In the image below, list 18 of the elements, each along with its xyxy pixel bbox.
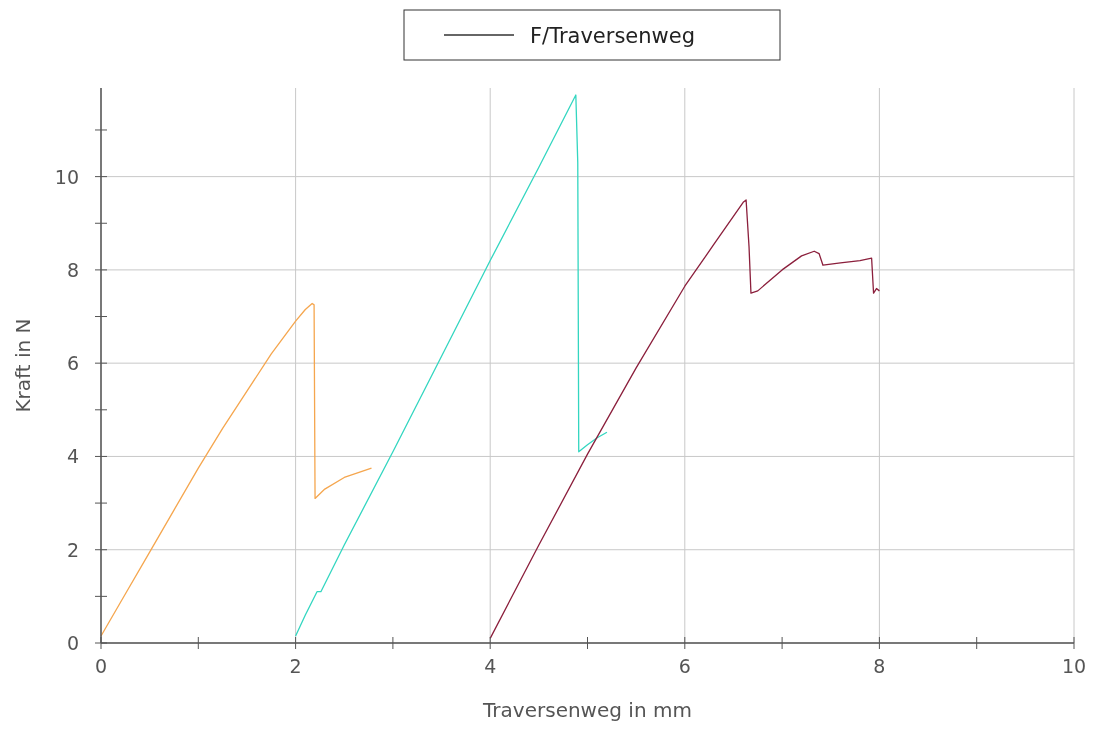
x-axis-title: Traversenweg in mm bbox=[482, 698, 692, 722]
y-tick-label: 6 bbox=[66, 352, 79, 375]
y-axis-title: Kraft in N bbox=[11, 318, 35, 413]
line-series bbox=[294, 94, 608, 637]
legend-title: F/Traversenweg bbox=[530, 24, 695, 48]
x-tick-label: 0 bbox=[94, 655, 108, 677]
x-tick-label: 10 bbox=[1061, 655, 1087, 677]
x-tick-label: 2 bbox=[289, 655, 302, 677]
y-tick-label: 8 bbox=[66, 258, 79, 281]
x-tick-label: 6 bbox=[678, 655, 691, 677]
x-tick-label: 8 bbox=[873, 655, 886, 677]
y-tick-label: 0 bbox=[66, 632, 79, 654]
y-tick-label: 10 bbox=[54, 165, 79, 188]
line-series bbox=[100, 302, 373, 637]
y-tick-label: 2 bbox=[66, 538, 79, 561]
y-tick-label: 4 bbox=[66, 445, 79, 468]
line-series bbox=[489, 199, 881, 639]
x-tick-label: 4 bbox=[484, 655, 497, 677]
